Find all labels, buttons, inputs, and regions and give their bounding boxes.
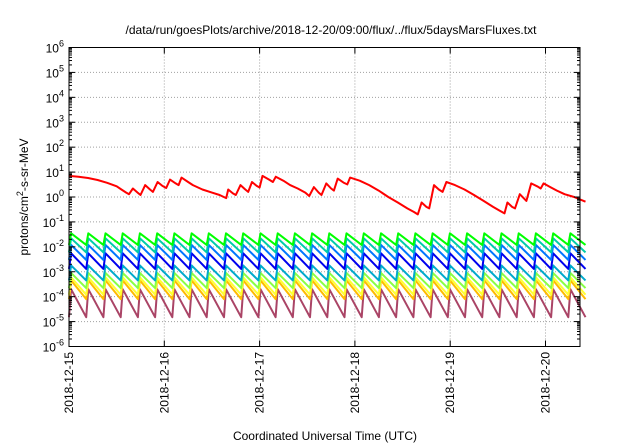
x-tick-label: 2018-12-20: [539, 352, 553, 414]
x-tick-label: 2018-12-17: [253, 352, 267, 414]
y-tick-label: 101: [46, 163, 64, 180]
proton-flux-line: [68, 174, 586, 216]
flux-series-line-6: [68, 271, 587, 290]
x-tick-label: 2018-12-16: [157, 352, 171, 414]
flux-series-line-3: [68, 243, 587, 261]
y-tick-label: 100: [46, 188, 64, 205]
y-tick-label: 10-1: [43, 213, 64, 230]
flux-series-line-7: [68, 276, 587, 296]
y-tick-label: 10-6: [43, 338, 64, 355]
y-tick-label: 103: [46, 113, 64, 130]
y-tick-label: 10-3: [43, 263, 64, 280]
y-tick-label: 10-5: [43, 313, 64, 330]
flux-series-line-4: [68, 252, 587, 270]
y-tick-label: 10-4: [43, 288, 64, 305]
y-tick-labels: 106 105 104 103 102 101 100 10-1 10-2 10-3 10-4 10-…: [43, 39, 64, 355]
axis-ticks: [68, 47, 580, 347]
x-tick-label: 2018-12-15: [62, 352, 76, 414]
flux-series-line-1: [68, 232, 587, 246]
y-tick-label: 105: [46, 63, 64, 80]
flux-series-line-5: [68, 264, 587, 282]
flux-series-line-8: [68, 279, 587, 301]
x-tick-label: 2018-12-19: [443, 352, 457, 414]
flux-series-line-9: [68, 288, 587, 319]
x-axis-label: Coordinated Universal Time (UTC): [233, 429, 417, 443]
x-tick-label: 2018-12-18: [348, 352, 362, 414]
y-axis-label: protons/cm2-s-sr-MeV: [15, 138, 31, 255]
y-tick-label: 102: [46, 138, 64, 155]
grid-lines: [69, 47, 580, 347]
y-tick-label: 106: [46, 39, 64, 56]
series-layer: [68, 174, 587, 319]
flux-series-line-2: [68, 237, 587, 254]
chart-title: /data/run/goesPlots/archive/2018-12-20/0…: [126, 23, 538, 37]
x-tick-labels: 2018-12-15 2018-12-16 2018-12-17 2018-12-18…: [62, 352, 553, 414]
y-tick-label: 104: [46, 88, 64, 105]
y-tick-label: 10-2: [43, 238, 64, 255]
